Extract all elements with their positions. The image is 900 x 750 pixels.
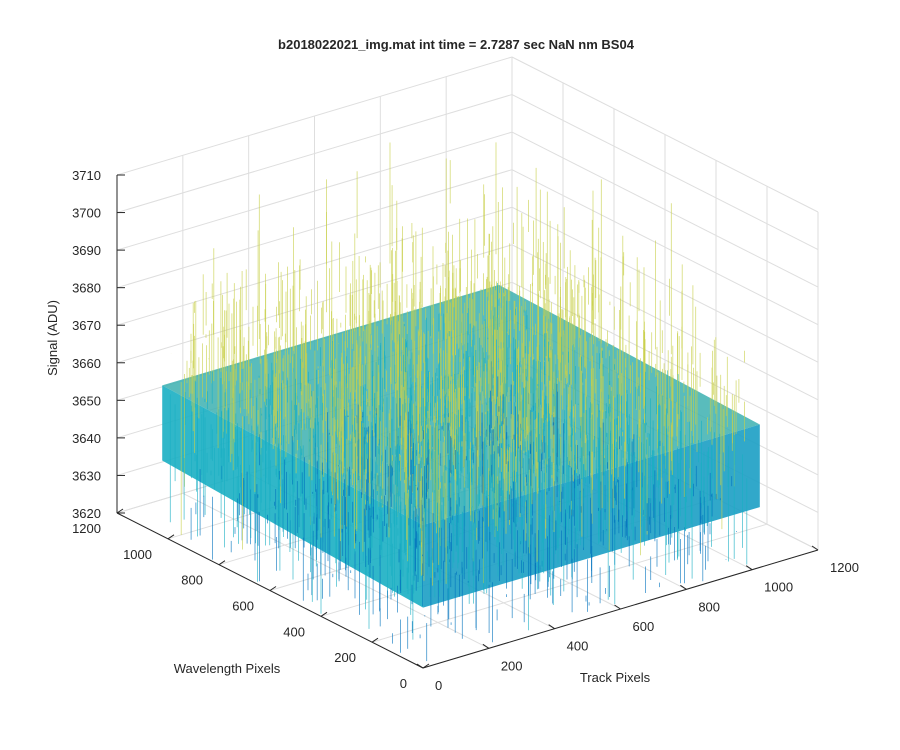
tick-labels: 3620 3630 3640 3650 3660 3670 3680 3690 3700 3710… — [72, 168, 859, 693]
grid-line — [371, 523, 768, 643]
x-tick-label: 800 — [698, 599, 720, 614]
y-tick-label: 400 — [283, 624, 305, 639]
surface-plot — [162, 142, 760, 662]
y-tick-label: 800 — [181, 573, 203, 588]
y-axis-label: Wavelength Pixels — [174, 661, 281, 676]
z-tick-label: 3680 — [72, 281, 101, 296]
x-tick-label: 400 — [567, 639, 589, 654]
y-tick — [320, 611, 328, 617]
x-tick — [482, 643, 490, 649]
x-tick — [811, 545, 819, 551]
y-tick — [269, 586, 277, 591]
x-tick-label: 1200 — [830, 560, 859, 575]
x-tick-label: 0 — [435, 678, 442, 693]
y-tick — [116, 508, 124, 514]
y-tick — [167, 534, 175, 540]
axes — [116, 174, 819, 669]
x-tick-label: 1000 — [764, 580, 793, 595]
y-tick — [218, 560, 226, 566]
y-tick-label: 1200 — [72, 521, 101, 536]
x-axis-label: Track Pixels — [580, 670, 651, 685]
y-tick-label: 200 — [334, 650, 356, 665]
y-tick-label: 600 — [232, 599, 254, 614]
y-tick-label: 1000 — [123, 547, 152, 562]
z-tick-label: 3620 — [72, 506, 101, 521]
z-tick-label: 3670 — [72, 318, 101, 333]
chart-title: b2018022021_img.mat int time = 2.7287 se… — [278, 37, 635, 52]
grid-lines — [116, 56, 819, 669]
x-tick — [680, 584, 687, 590]
z-tick-label: 3700 — [72, 206, 101, 221]
z-tick-label: 3650 — [72, 393, 101, 408]
z-tick-label: 3640 — [72, 431, 101, 446]
z-tick-label: 3710 — [72, 168, 101, 183]
z-tick-label: 3630 — [72, 468, 101, 483]
x-tick-label: 600 — [633, 619, 655, 634]
z-tick-label: 3660 — [72, 356, 101, 371]
x-tick-label: 200 — [501, 658, 523, 673]
y-tick — [371, 637, 379, 643]
y-tick-label: 0 — [400, 676, 407, 691]
x-tick — [416, 663, 424, 669]
z-axis-label: Signal (ADU) — [45, 300, 60, 376]
z-tick-label: 3690 — [72, 243, 101, 258]
x-tick — [614, 604, 621, 610]
y-tick — [422, 663, 430, 669]
x-tick — [745, 565, 753, 571]
x-tick — [548, 624, 555, 630]
